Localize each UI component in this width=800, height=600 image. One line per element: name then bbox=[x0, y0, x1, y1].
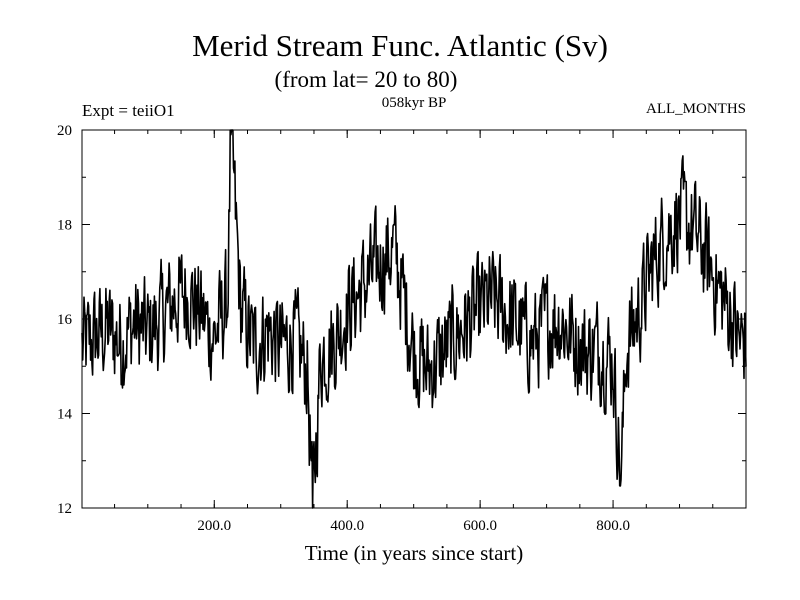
months-label: ALL_MONTHS bbox=[646, 101, 746, 117]
y-tick-label: 14 bbox=[57, 407, 73, 423]
series-line-layer bbox=[81, 129, 747, 509]
y-tick-labels: 12 14 16 18 20 bbox=[57, 123, 73, 517]
series-line bbox=[81, 129, 747, 509]
chart-subtitle: (from lat= 20 to 80) bbox=[274, 67, 458, 92]
experiment-label: Expt = teiiO1 bbox=[82, 101, 175, 120]
y-tick-label: 20 bbox=[57, 123, 72, 139]
x-tick-label: 800.0 bbox=[596, 518, 630, 534]
plot-frame bbox=[81, 129, 747, 509]
x-axis-label: Time (in years since start) bbox=[304, 541, 524, 565]
axis-ticks bbox=[82, 129, 746, 509]
x-tick-label: 200.0 bbox=[197, 518, 231, 534]
chart-title: Merid Stream Func. Atlantic (Sv) bbox=[192, 28, 608, 63]
y-tick-label: 16 bbox=[57, 312, 73, 328]
x-tick-labels: 200.0 400.0 600.0 800.0 bbox=[197, 518, 630, 534]
y-tick-label: 12 bbox=[57, 501, 72, 517]
period-label: 058kyr BP bbox=[381, 95, 447, 111]
x-tick-label: 400.0 bbox=[330, 518, 364, 534]
y-tick-label: 18 bbox=[57, 218, 72, 234]
x-tick-label: 600.0 bbox=[463, 518, 497, 534]
